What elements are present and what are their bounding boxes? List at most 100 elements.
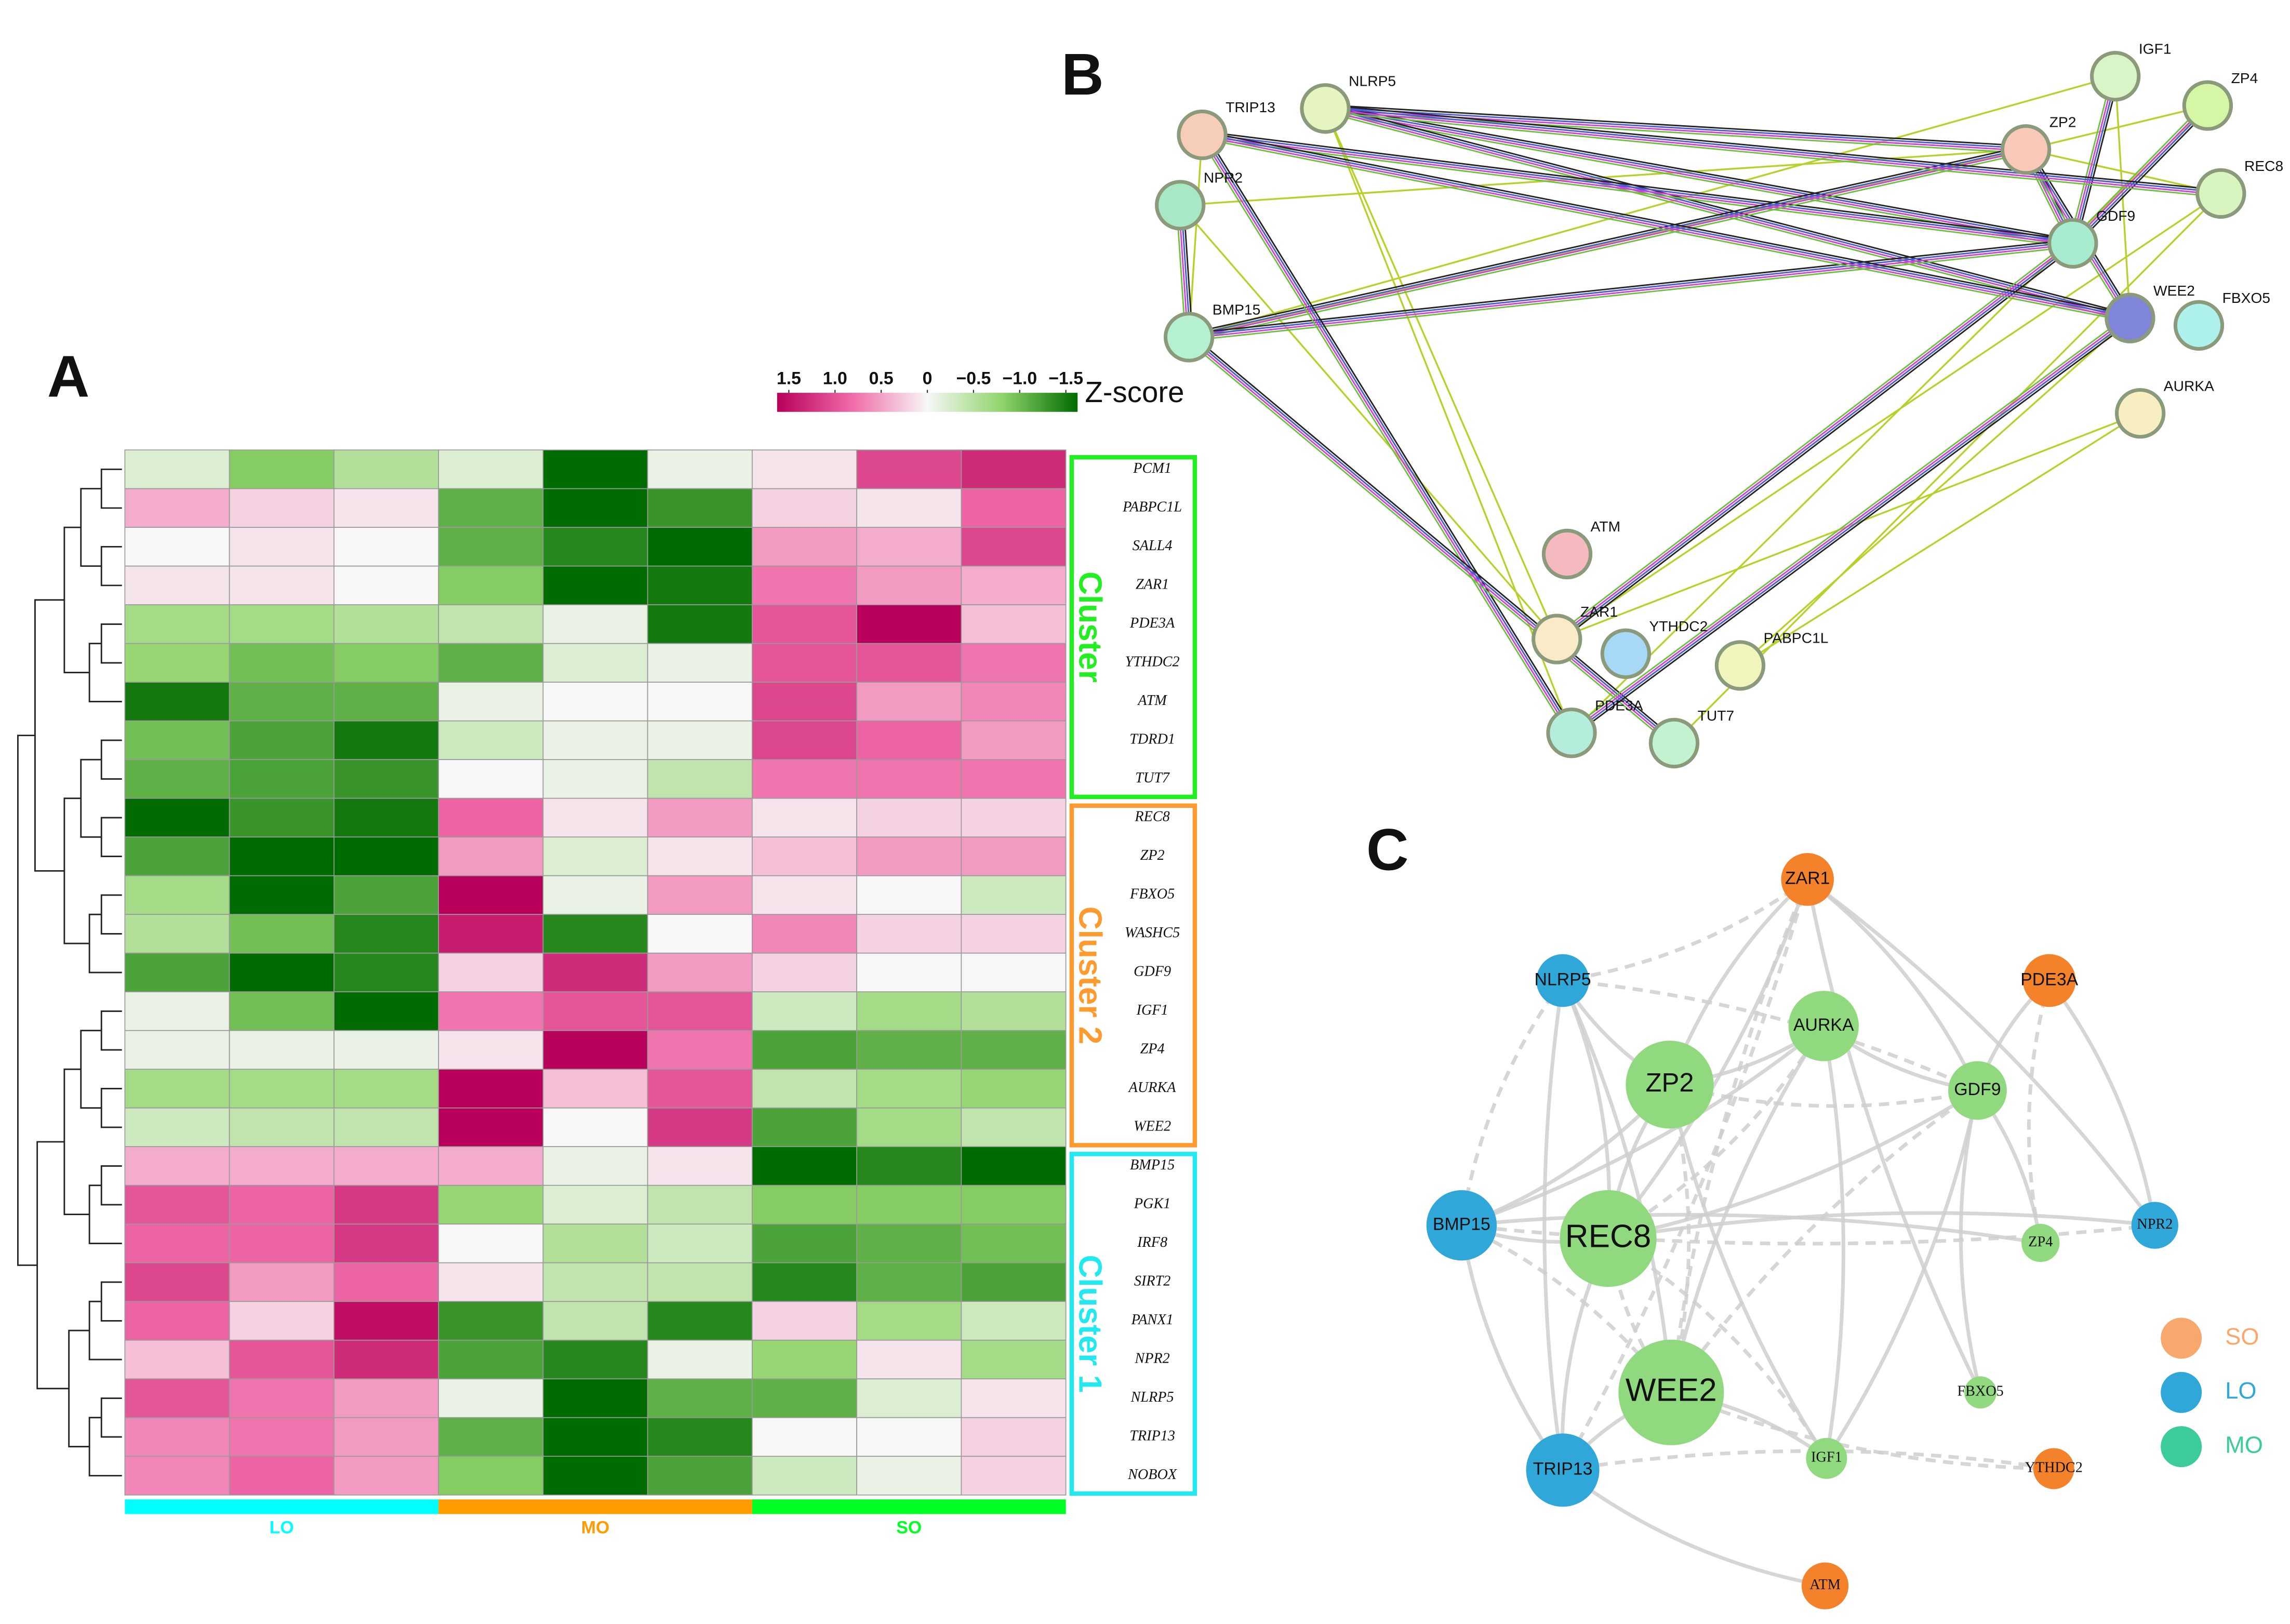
row-label: REC8 — [1134, 808, 1169, 824]
node-label: WEE2 — [1626, 1373, 1717, 1408]
heatmap-cell — [229, 449, 335, 489]
node-label: YTHDC2 — [2025, 1459, 2083, 1475]
heatmap-cell — [229, 952, 335, 993]
dendrogram — [17, 468, 122, 1476]
row-label: TDRD1 — [1129, 731, 1175, 747]
node-label: WEE2 — [2153, 282, 2195, 299]
node-label: BMP15 — [1433, 1215, 1490, 1234]
network-node — [2182, 80, 2233, 131]
heatmap-cell — [647, 1301, 753, 1341]
network-edge — [1325, 107, 2026, 149]
heatmap-cell — [542, 1107, 648, 1148]
heatmap-cell — [647, 1107, 753, 1148]
heatmap-cell — [961, 1146, 1067, 1186]
heatmap-cell — [124, 682, 230, 722]
heatmap-cell — [229, 1107, 335, 1148]
row-label: IGF1 — [1136, 1002, 1168, 1018]
network-edge — [1673, 193, 2222, 744]
heatmap-cell — [124, 1146, 230, 1186]
row-label: FBXO5 — [1129, 886, 1175, 902]
dendrogram-branch — [88, 1417, 122, 1476]
network-edge — [1325, 104, 2074, 241]
heatmap-cell — [752, 952, 857, 993]
heatmap-cell — [647, 720, 753, 761]
network-edge — [1325, 109, 2221, 196]
heatmap-cell — [124, 1262, 230, 1302]
heatmap-cell — [438, 1378, 544, 1418]
heatmap-cell — [334, 991, 439, 1031]
heatmap-cell — [438, 1456, 544, 1496]
node-label: REC8 — [1565, 1218, 1652, 1254]
heatmap-cell — [124, 1339, 230, 1380]
heatmap-cell — [229, 565, 335, 605]
heatmap-cell — [229, 1339, 335, 1380]
heatmap-cell — [229, 1069, 335, 1109]
heatmap-cell — [124, 565, 230, 605]
heatmap-cell — [334, 720, 439, 761]
dendrogram-branch — [100, 1165, 122, 1206]
heatmap-cell — [961, 875, 1067, 915]
row-label: NPR2 — [1134, 1350, 1169, 1366]
heatmap-cell — [647, 952, 753, 993]
dendrogram-branch — [88, 913, 122, 974]
dendrogram-branch — [100, 817, 122, 857]
heatmap-cell — [542, 488, 648, 528]
network-edge — [1668, 1084, 1828, 1460]
network-edge — [1542, 980, 1565, 1471]
heatmap-cell — [856, 991, 962, 1031]
network-node — [1788, 991, 1859, 1061]
heatmap-cell — [752, 449, 857, 489]
heatmap-cell — [229, 759, 335, 799]
colorbar-tick-label: −1.0 — [1002, 369, 1037, 389]
heatmap-cell — [229, 1030, 335, 1070]
heatmap-cell — [124, 449, 230, 489]
heatmap-cell — [229, 1378, 335, 1418]
heatmap-cell — [752, 604, 857, 644]
heatmap-cell — [542, 759, 648, 799]
heatmap-cell — [334, 527, 439, 567]
heatmap-cell — [438, 604, 544, 644]
network-edge — [1324, 111, 2129, 323]
cluster-label: Cluster 2 — [1072, 907, 1108, 1045]
network-edge — [1325, 107, 2073, 243]
heatmap-cell — [856, 1146, 962, 1186]
row-label: PDE3A — [1129, 615, 1175, 631]
heatmap-cell — [229, 1223, 335, 1263]
network-node — [1155, 180, 1206, 231]
network-node — [1300, 83, 1351, 134]
network-node — [1600, 628, 1652, 679]
network-edge — [1669, 1089, 1979, 1394]
heatmap-cell — [124, 952, 230, 993]
network-edge — [1325, 111, 2221, 198]
heatmap-cell — [124, 1069, 230, 1109]
network-edge — [1669, 1083, 1978, 1108]
network-edge — [1607, 1089, 1979, 1241]
heatmap-cell — [752, 1301, 857, 1341]
heatmap-cell — [961, 914, 1067, 954]
network-edge — [1325, 104, 2027, 147]
network-edge — [1459, 979, 1564, 1226]
heatmap-cell — [856, 1301, 962, 1341]
network-edge — [1669, 1024, 1826, 1393]
heatmap-cell — [438, 527, 544, 567]
cluster-label: Cluster 1 — [1072, 1255, 1108, 1393]
network-edge — [1561, 878, 1809, 1471]
heatmap-cell — [961, 797, 1067, 838]
heatmap-cell — [856, 527, 962, 567]
network-edge — [1189, 149, 2026, 338]
heatmap-cell — [542, 1069, 648, 1109]
network-edge — [1189, 336, 1675, 743]
node-label: AURKA — [2164, 377, 2214, 394]
node-label: ZP2 — [1645, 1068, 1694, 1097]
heatmap-cell — [438, 875, 544, 915]
legend-swatch — [2161, 1317, 2202, 1359]
dendrogram-branch — [100, 1010, 122, 1051]
network-edge — [1459, 1225, 1564, 1471]
heatmap-cell — [334, 1301, 439, 1341]
dendrogram-branch — [100, 545, 122, 587]
network-edge — [1189, 244, 2073, 339]
network-edge — [1572, 318, 2132, 735]
node-label: AURKA — [1793, 1015, 1854, 1035]
heatmap-cell — [438, 488, 544, 528]
